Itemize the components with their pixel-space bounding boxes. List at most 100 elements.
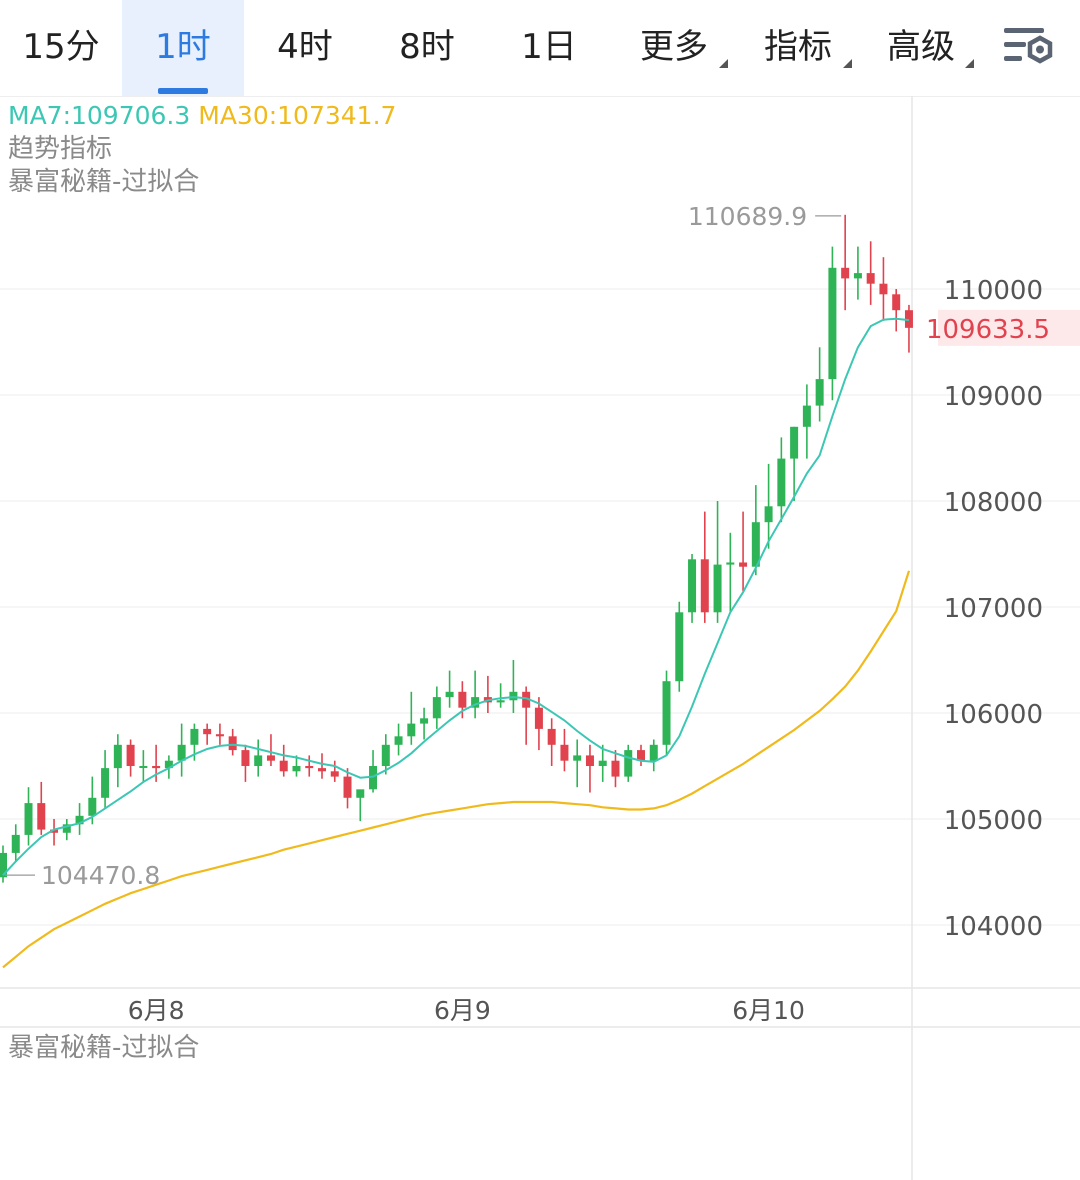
candle-body (0, 852, 7, 878)
candle-body (688, 559, 697, 613)
x-tick-label: 6月9 (434, 996, 491, 1025)
candle-body (726, 562, 735, 565)
candle-body (904, 310, 913, 328)
chart-annotations: 109633.5 110689.9 104470.8 (5, 202, 1080, 890)
candle-body (381, 744, 390, 766)
dropdown-caret-icon (719, 59, 728, 68)
y-tick-104000: 104000 (944, 912, 1043, 942)
candle-body (662, 681, 671, 745)
candle-body (75, 815, 84, 825)
candle-body (126, 744, 135, 766)
candle-2 (24, 787, 33, 846)
candle-18 (228, 728, 237, 756)
candle-12 (152, 744, 161, 782)
candle-body (611, 760, 620, 777)
candle-body (700, 559, 709, 613)
candle-body (764, 506, 773, 523)
candle-body (458, 691, 467, 708)
candle-body (547, 728, 556, 745)
candle-body (841, 267, 850, 279)
candle-56 (713, 501, 722, 623)
candle-body (777, 458, 786, 507)
candle-body (713, 564, 722, 613)
candle-29 (369, 750, 378, 793)
candle-62 (790, 426, 799, 501)
max-price-label: 110689.9 (688, 202, 807, 231)
candle-body (445, 691, 454, 698)
candle-23 (292, 755, 301, 777)
candle-49 (624, 744, 633, 782)
chart-legend: MA7:109706.3 MA30:107341.7 (8, 100, 396, 132)
candle-body (50, 829, 59, 833)
tab-1hour[interactable]: 1时 (122, 0, 244, 96)
candle-body (866, 273, 875, 284)
candle-body (266, 755, 275, 761)
candle-54 (688, 554, 697, 623)
candle-body (215, 734, 224, 737)
candle-body (101, 768, 110, 798)
candle-body (407, 723, 416, 737)
ma7-legend: MA7:109706.3 (8, 101, 191, 130)
candle-body (879, 283, 888, 295)
tab-4hour[interactable]: 4时 (277, 27, 333, 67)
candle-24 (305, 755, 314, 777)
tab-15min[interactable]: 15分 (22, 27, 100, 67)
candle-10 (126, 739, 135, 777)
candle-57 (726, 532, 735, 613)
candle-11 (139, 750, 148, 782)
candle-body (522, 691, 531, 708)
candle-53 (675, 601, 684, 692)
candle-17 (215, 723, 224, 745)
candle-body (356, 789, 365, 798)
x-tick-label: 6月8 (128, 996, 185, 1025)
chart-settings-icon[interactable] (1000, 22, 1058, 72)
candle-0 (0, 845, 7, 883)
candle-body (751, 522, 760, 567)
candle-40 (509, 660, 518, 713)
x-axis-labels: 6月8 6月9 6月10 (128, 996, 805, 1025)
current-price-label: 109633.5 (926, 315, 1050, 345)
candle-65 (828, 246, 837, 401)
candle-60 (764, 463, 773, 549)
current-price-bg (938, 309, 1080, 346)
tab-8hour[interactable]: 8时 (399, 27, 455, 67)
candle-27 (343, 768, 352, 809)
tab-indicators[interactable]: 指标 (744, 0, 852, 96)
candle-6 (75, 803, 84, 835)
candle-33 (420, 707, 429, 740)
tab-1day[interactable]: 1日 (521, 27, 577, 67)
tab-advanced[interactable]: 高级 (868, 0, 974, 96)
candle-28 (356, 789, 365, 822)
candle-body (152, 766, 161, 769)
candle-35 (445, 670, 454, 708)
candle-64 (815, 347, 824, 422)
candle-body (471, 697, 480, 708)
x-tick-label: 6月10 (732, 996, 805, 1025)
candle-21 (266, 734, 275, 766)
candle-body (573, 755, 582, 761)
y-tick-108000: 108000 (944, 488, 1043, 518)
candle-body (815, 379, 824, 406)
candle-43 (547, 718, 556, 766)
candle-3 (37, 781, 46, 835)
candle-8 (101, 750, 110, 809)
candle-14 (177, 723, 186, 777)
candle-39 (496, 683, 505, 708)
candle-22 (279, 744, 288, 777)
candle-30 (381, 734, 390, 775)
dropdown-caret-icon (965, 59, 974, 68)
candle-42 (534, 697, 543, 751)
y-tick-105000: 105000 (944, 806, 1043, 836)
candle-body (496, 700, 505, 703)
min-price-label: 104470.8 (41, 861, 160, 890)
candle-68 (866, 241, 875, 305)
candle-body (177, 744, 186, 761)
candle-body (88, 797, 97, 816)
tab-more[interactable]: 更多 (620, 0, 728, 96)
candle-44 (560, 728, 569, 772)
candle-71 (904, 304, 913, 353)
candle-body (369, 766, 378, 790)
current-price-tag: 109633.5 (926, 309, 1080, 346)
candle-body (241, 750, 250, 766)
